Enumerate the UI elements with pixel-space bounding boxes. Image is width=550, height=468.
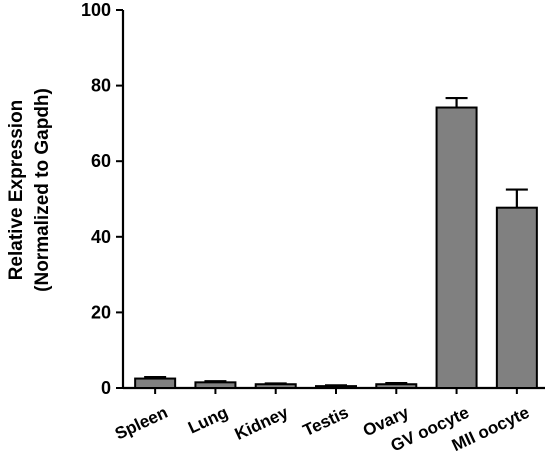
y-axis-title: Relative Expression (Normalized to Gapdh… <box>6 88 53 292</box>
y-tick-label: 40 <box>91 227 111 247</box>
y-tick-label: 80 <box>91 76 111 96</box>
y-tick-label: 60 <box>91 151 111 171</box>
y-tick-label: 20 <box>91 302 111 322</box>
bar <box>435 106 478 390</box>
x-tick-label: Spleen <box>112 403 171 444</box>
x-tick-label: Testis <box>300 403 351 440</box>
y-tick-label: 100 <box>81 0 111 20</box>
bar <box>495 206 538 389</box>
bar <box>254 383 297 390</box>
x-tick-label: Lung <box>185 403 231 438</box>
bar <box>375 383 418 390</box>
bar <box>134 377 177 389</box>
y-tick-label: 0 <box>101 378 111 398</box>
bar <box>315 385 357 389</box>
y-axis-title-line-1: Relative Expression <box>6 100 27 281</box>
x-tick-label: Kidney <box>232 403 292 444</box>
bar <box>194 381 237 389</box>
y-axis-title-line-2: (Normalized to Gapdh) <box>32 88 53 292</box>
